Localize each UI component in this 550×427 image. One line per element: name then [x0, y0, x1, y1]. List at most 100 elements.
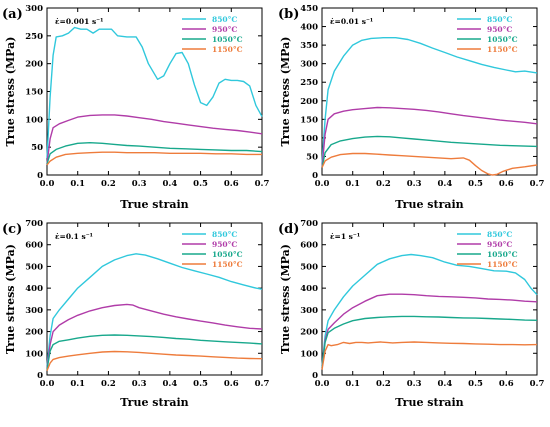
panel-letter: (c) [2, 222, 22, 237]
y-axis-title: True stress (MPa) [279, 37, 292, 147]
legend-label: 1150°C [487, 260, 518, 269]
y-tick-label: 150 [25, 88, 43, 98]
y-tick-label: 300 [25, 4, 43, 14]
x-tick-label: 0.5 [193, 379, 208, 389]
y-tick-label: 50 [31, 143, 43, 153]
x-tick-label: 0.0 [40, 379, 55, 389]
legend-label: 950°C [212, 25, 237, 34]
x-tick-label: 0.4 [162, 379, 177, 389]
x-axis-title: True strain [395, 198, 463, 211]
y-tick-label: 250 [300, 78, 318, 88]
legend-label: 850°C [212, 15, 237, 24]
legend-label: 1150°C [487, 45, 518, 54]
x-tick-label: 0.2 [101, 379, 116, 389]
x-tick-label: 0.6 [499, 379, 514, 389]
y-tick-label: 100 [300, 134, 318, 144]
y-tick-label: 200 [300, 97, 318, 107]
y-tick-label: 250 [25, 32, 43, 42]
x-axis-title: True strain [120, 396, 188, 409]
y-tick-label: 0 [312, 171, 318, 181]
y-tick-label: 300 [25, 306, 43, 316]
chart-panel-0: 0.0 0.1 0.2 0.3 0.4 0.5 0.6 0.7 0 50 100 150 200 250 3… [2, 4, 269, 211]
y-tick-label: 700 [300, 219, 318, 229]
y-tick-label: 0 [37, 171, 43, 181]
legend-label: 950°C [212, 240, 237, 249]
y-tick-label: 700 [25, 219, 43, 229]
chart-panel-2: 0.0 0.1 0.2 0.3 0.4 0.5 0.6 0.7 0 100 200 300 400 500… [2, 219, 269, 409]
series-line-1150°C [46, 151, 262, 166]
legend-label: 1150°C [212, 260, 243, 269]
x-axis-title: True strain [120, 198, 188, 211]
y-tick-label: 300 [300, 306, 318, 316]
legend-label: 950°C [487, 25, 512, 34]
x-tick-label: 0.7 [530, 379, 545, 389]
y-tick-label: 350 [300, 41, 318, 51]
x-axis-title: True strain [395, 396, 463, 409]
series-line-1150°C [321, 341, 538, 370]
plot-frame [46, 222, 263, 376]
strain-rate-label: ε̇=1 s⁻¹ [330, 232, 360, 241]
x-tick-label: 0.4 [162, 179, 177, 189]
x-tick-label: 0.2 [376, 379, 391, 389]
x-tick-label: 0.4 [437, 179, 452, 189]
x-tick-label: 0.7 [530, 179, 545, 189]
legend-label: 1050°C [212, 250, 243, 259]
y-tick-label: 100 [25, 349, 43, 359]
series-line-850°C [46, 26, 263, 159]
series-line-1150°C [321, 152, 538, 176]
y-tick-label: 500 [25, 262, 43, 272]
x-tick-label: 0.1 [70, 379, 85, 389]
series-line-1150°C [46, 350, 263, 371]
y-tick-label: 200 [25, 60, 43, 70]
x-tick-label: 0.7 [255, 379, 270, 389]
strain-rate-label: ε̇=0.001 s⁻¹ [55, 17, 103, 26]
panel-letter: (a) [2, 7, 23, 22]
strain-rate-label: ε̇=0.1 s⁻¹ [55, 232, 93, 241]
y-tick-label: 400 [300, 284, 318, 294]
x-tick-label: 0.0 [315, 379, 330, 389]
x-tick-label: 0.3 [407, 379, 422, 389]
y-tick-label: 600 [25, 241, 43, 251]
y-tick-label: 400 [25, 284, 43, 294]
legend-label: 1050°C [487, 35, 518, 44]
y-tick-label: 450 [300, 4, 318, 14]
x-tick-label: 0.5 [468, 179, 483, 189]
series-line-850°C [321, 253, 538, 367]
x-tick-label: 0.1 [345, 179, 360, 189]
strain-rate-label: ε̇=0.01 s⁻¹ [330, 17, 373, 26]
y-tick-label: 100 [300, 349, 318, 359]
series-line-950°C [321, 106, 538, 168]
legend-label: 850°C [487, 15, 512, 24]
panel-letter: (d) [278, 222, 299, 237]
y-tick-label: 200 [300, 328, 318, 338]
series-line-950°C [46, 303, 263, 369]
series-line-1050°C [321, 135, 538, 168]
x-tick-label: 0.6 [224, 379, 239, 389]
x-tick-label: 0.0 [315, 179, 330, 189]
plot-frame [321, 222, 538, 376]
chart-panel-3: 0.0 0.1 0.2 0.3 0.4 0.5 0.6 0.7 0 100 200 300 400 500… [278, 219, 544, 409]
x-tick-label: 0.3 [407, 179, 422, 189]
y-tick-label: 0 [37, 371, 43, 381]
legend-label: 850°C [212, 230, 237, 239]
y-axis-title: True stress (MPa) [4, 37, 17, 147]
y-tick-label: 500 [300, 262, 318, 272]
y-tick-label: 400 [300, 23, 318, 33]
x-tick-label: 0.1 [70, 179, 85, 189]
y-tick-label: 100 [25, 115, 43, 125]
panel-letter: (b) [278, 7, 299, 22]
series-line-850°C [321, 37, 538, 164]
x-tick-label: 0.7 [255, 179, 270, 189]
y-tick-label: 300 [300, 60, 318, 70]
x-tick-label: 0.5 [193, 179, 208, 189]
series-line-950°C [46, 114, 263, 164]
series-line-1050°C [46, 334, 263, 370]
x-tick-label: 0.1 [345, 379, 360, 389]
legend-label: 850°C [487, 230, 512, 239]
x-tick-label: 0.6 [499, 179, 514, 189]
x-tick-label: 0.4 [437, 379, 452, 389]
y-axis-title: True stress (MPa) [279, 244, 292, 354]
plot-frame [321, 7, 538, 176]
legend-label: 1150°C [212, 45, 243, 54]
